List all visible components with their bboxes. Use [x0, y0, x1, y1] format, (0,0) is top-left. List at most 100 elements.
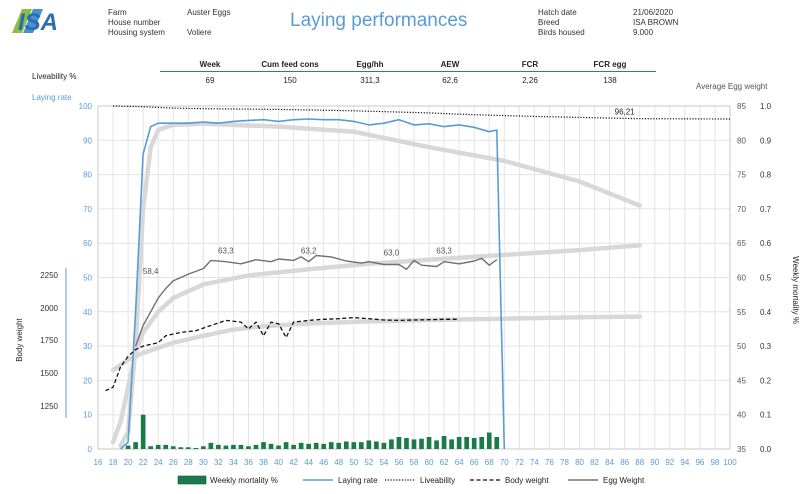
x-axis-tick: 28 [184, 458, 193, 467]
standard-curve [113, 245, 640, 442]
x-axis-tick: 18 [109, 458, 118, 467]
x-axis-tick: 96 [695, 458, 704, 467]
x-axis-tick: 26 [169, 458, 178, 467]
x-axis-tick: 82 [590, 458, 599, 467]
x-axis-tick: 52 [364, 458, 373, 467]
mortality-axis-tick: 0.8 [760, 171, 772, 180]
egg-weight-axis-tick: 70 [737, 205, 746, 214]
body-weight-tick: 1500 [40, 369, 58, 378]
left-axis-tick: 30 [83, 342, 92, 351]
mortality-axis-tick: 0.1 [760, 411, 772, 420]
weekly-mortality-axis-label: Weekly mortality % [791, 256, 800, 324]
left-axis-tick: 60 [83, 239, 92, 248]
mortality-axis-tick: 0.7 [760, 205, 772, 214]
x-axis-tick: 30 [199, 458, 208, 467]
x-axis-tick: 62 [440, 458, 449, 467]
mortality-bar [299, 443, 304, 449]
mortality-bar [209, 443, 214, 449]
mortality-bar [201, 446, 206, 449]
x-axis-tick: 42 [289, 458, 298, 467]
mortality-bar [291, 445, 296, 449]
mortality-bar [397, 437, 402, 449]
mortality-bar [412, 439, 417, 449]
data-label: 63,0 [384, 249, 400, 258]
x-axis-tick: 40 [274, 458, 283, 467]
mortality-bar [163, 445, 168, 449]
mortality-bar [472, 438, 477, 449]
egg-weight-axis-tick: 85 [737, 102, 746, 111]
mortality-bar [186, 447, 191, 449]
x-axis-tick: 92 [665, 458, 674, 467]
legend-swatch-mortality [178, 476, 206, 484]
left-axis-tick: 70 [83, 205, 92, 214]
mortality-bar [269, 444, 274, 449]
data-label: 63,3 [436, 246, 452, 255]
mortality-bar [434, 440, 439, 449]
mortality-bar [382, 443, 387, 449]
x-axis-tick: 32 [214, 458, 223, 467]
x-axis-tick: 24 [154, 458, 163, 467]
x-axis-tick: 36 [244, 458, 253, 467]
left-axis-tick: 20 [83, 376, 92, 385]
x-axis-tick: 34 [229, 458, 238, 467]
mortality-bar [254, 445, 259, 449]
egg-weight-axis-tick: 40 [737, 411, 746, 420]
mortality-bar [231, 445, 236, 449]
x-axis-tick: 38 [259, 458, 268, 467]
mortality-bar [351, 442, 356, 449]
left-axis-tick: 100 [79, 102, 93, 111]
standard-curve [113, 317, 640, 371]
mortality-bar [427, 437, 432, 449]
egg-weight-axis-tick: 60 [737, 274, 746, 283]
left-axis-tick: 10 [83, 411, 92, 420]
mortality-bar [216, 445, 221, 449]
legend-label-mortality: Weekly mortality % [210, 476, 278, 485]
egg-weight-axis-tick: 80 [737, 136, 746, 145]
egg-weight-axis-tick: 35 [737, 445, 746, 454]
series-laying-rate [121, 119, 505, 449]
body-weight-tick: 1250 [40, 402, 58, 411]
mortality-bar [329, 442, 334, 449]
x-axis-tick: 72 [515, 458, 524, 467]
egg-weight-axis-tick: 55 [737, 308, 746, 317]
series-liveability [113, 106, 730, 119]
x-axis-tick: 78 [560, 458, 569, 467]
mortality-bar [171, 446, 176, 449]
legend-label-body-weight: Body weight [505, 476, 549, 485]
mortality-bar [321, 444, 326, 449]
left-axis-tick: 0 [88, 445, 93, 454]
mortality-bar [239, 445, 244, 449]
body-weight-tick: 2000 [40, 304, 58, 313]
mortality-axis-tick: 0.4 [760, 308, 772, 317]
mortality-bar [126, 446, 131, 449]
mortality-bar [487, 433, 492, 449]
left-axis-tick: 50 [83, 274, 92, 283]
mortality-bar [457, 437, 462, 449]
x-axis-tick: 64 [455, 458, 464, 467]
x-axis-tick: 84 [605, 458, 614, 467]
mortality-bar [494, 437, 499, 449]
legend-label-egg-weight: Egg Weight [603, 476, 645, 485]
mortality-axis-tick: 0.9 [760, 136, 772, 145]
mortality-axis-tick: 0.3 [760, 342, 772, 351]
x-axis-tick: 16 [94, 458, 103, 467]
mortality-bar [284, 442, 289, 449]
x-axis-tick: 80 [575, 458, 584, 467]
x-axis-tick: 70 [500, 458, 509, 467]
x-axis-tick: 68 [485, 458, 494, 467]
mortality-bar [306, 444, 311, 449]
mortality-axis-tick: 0.2 [760, 376, 772, 385]
legend-label-laying-rate: Laying rate [338, 476, 378, 485]
left-axis-tick: 90 [83, 136, 92, 145]
egg-weight-axis-tick: 75 [737, 171, 746, 180]
mortality-bar [178, 447, 183, 449]
mortality-bar [276, 446, 281, 449]
data-label: 63,3 [218, 246, 234, 255]
data-label: 96,21 [615, 108, 636, 117]
mortality-bar [261, 442, 266, 449]
mortality-axis-tick: 1.0 [760, 102, 772, 111]
average-egg-weight-label: Average Egg weight [696, 82, 768, 91]
x-axis-tick: 58 [410, 458, 419, 467]
x-axis-tick: 60 [425, 458, 434, 467]
mortality-bar [367, 440, 372, 449]
